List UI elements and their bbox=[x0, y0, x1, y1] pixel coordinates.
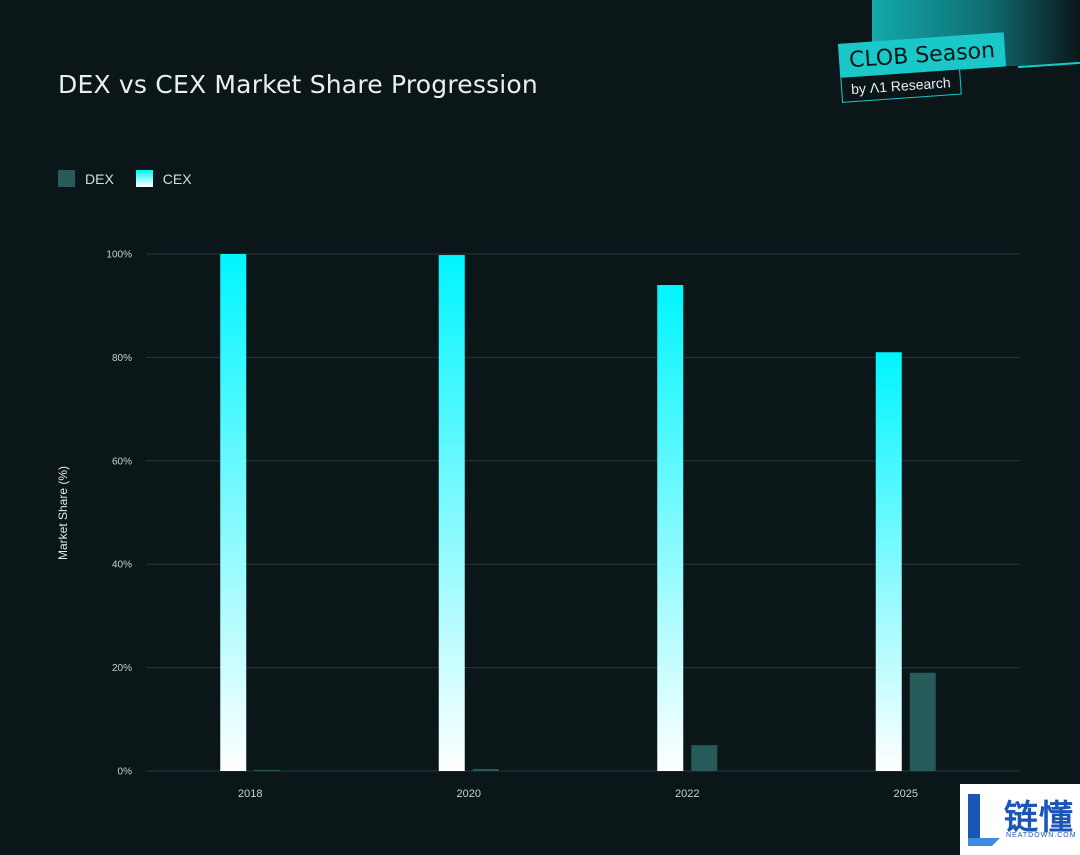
bar-cex-2025 bbox=[875, 352, 902, 771]
bar-cex-2020 bbox=[438, 255, 465, 771]
legend-item-cex: CEX bbox=[135, 170, 192, 187]
y-tick-label: 60% bbox=[112, 456, 132, 467]
bar-dex-2022 bbox=[691, 745, 718, 771]
legend-label-cex: CEX bbox=[162, 170, 192, 187]
y-tick-label: 20% bbox=[112, 663, 132, 674]
y-axis-label: Market Share (%) bbox=[56, 466, 70, 560]
watermark-logo: 链懂 NEATDOWN.COM bbox=[960, 784, 1080, 855]
x-tick-label: 2018 bbox=[238, 788, 262, 800]
bar-dex-2025 bbox=[909, 672, 936, 771]
watermark-cn-text: 链懂 bbox=[1004, 798, 1074, 838]
chart-legend: DEX CEX bbox=[58, 170, 192, 187]
y-tick-label: 100% bbox=[106, 250, 132, 261]
y-tick-label: 40% bbox=[112, 560, 132, 571]
legend-item-dex: DEX bbox=[58, 170, 114, 187]
watermark-en-text: NEATDOWN.COM bbox=[1006, 832, 1077, 839]
legend-swatch-dex bbox=[58, 170, 75, 187]
legend-label-dex: DEX bbox=[85, 170, 114, 187]
x-tick-label: 2025 bbox=[894, 788, 918, 800]
chart-title: DEX vs CEX Market Share Progression bbox=[58, 70, 538, 99]
bar-cex-2018 bbox=[220, 254, 247, 771]
watermark-mark-icon bbox=[968, 794, 1000, 846]
bar-dex-2020 bbox=[472, 768, 499, 771]
bar-cex-2022 bbox=[657, 285, 684, 771]
y-tick-label: 80% bbox=[112, 353, 132, 364]
x-tick-label: 2022 bbox=[675, 788, 699, 800]
y-tick-label: 0% bbox=[118, 767, 133, 778]
legend-swatch-cex bbox=[135, 170, 153, 187]
bar-dex-2018 bbox=[254, 769, 281, 771]
x-tick-label: 2020 bbox=[457, 788, 481, 800]
